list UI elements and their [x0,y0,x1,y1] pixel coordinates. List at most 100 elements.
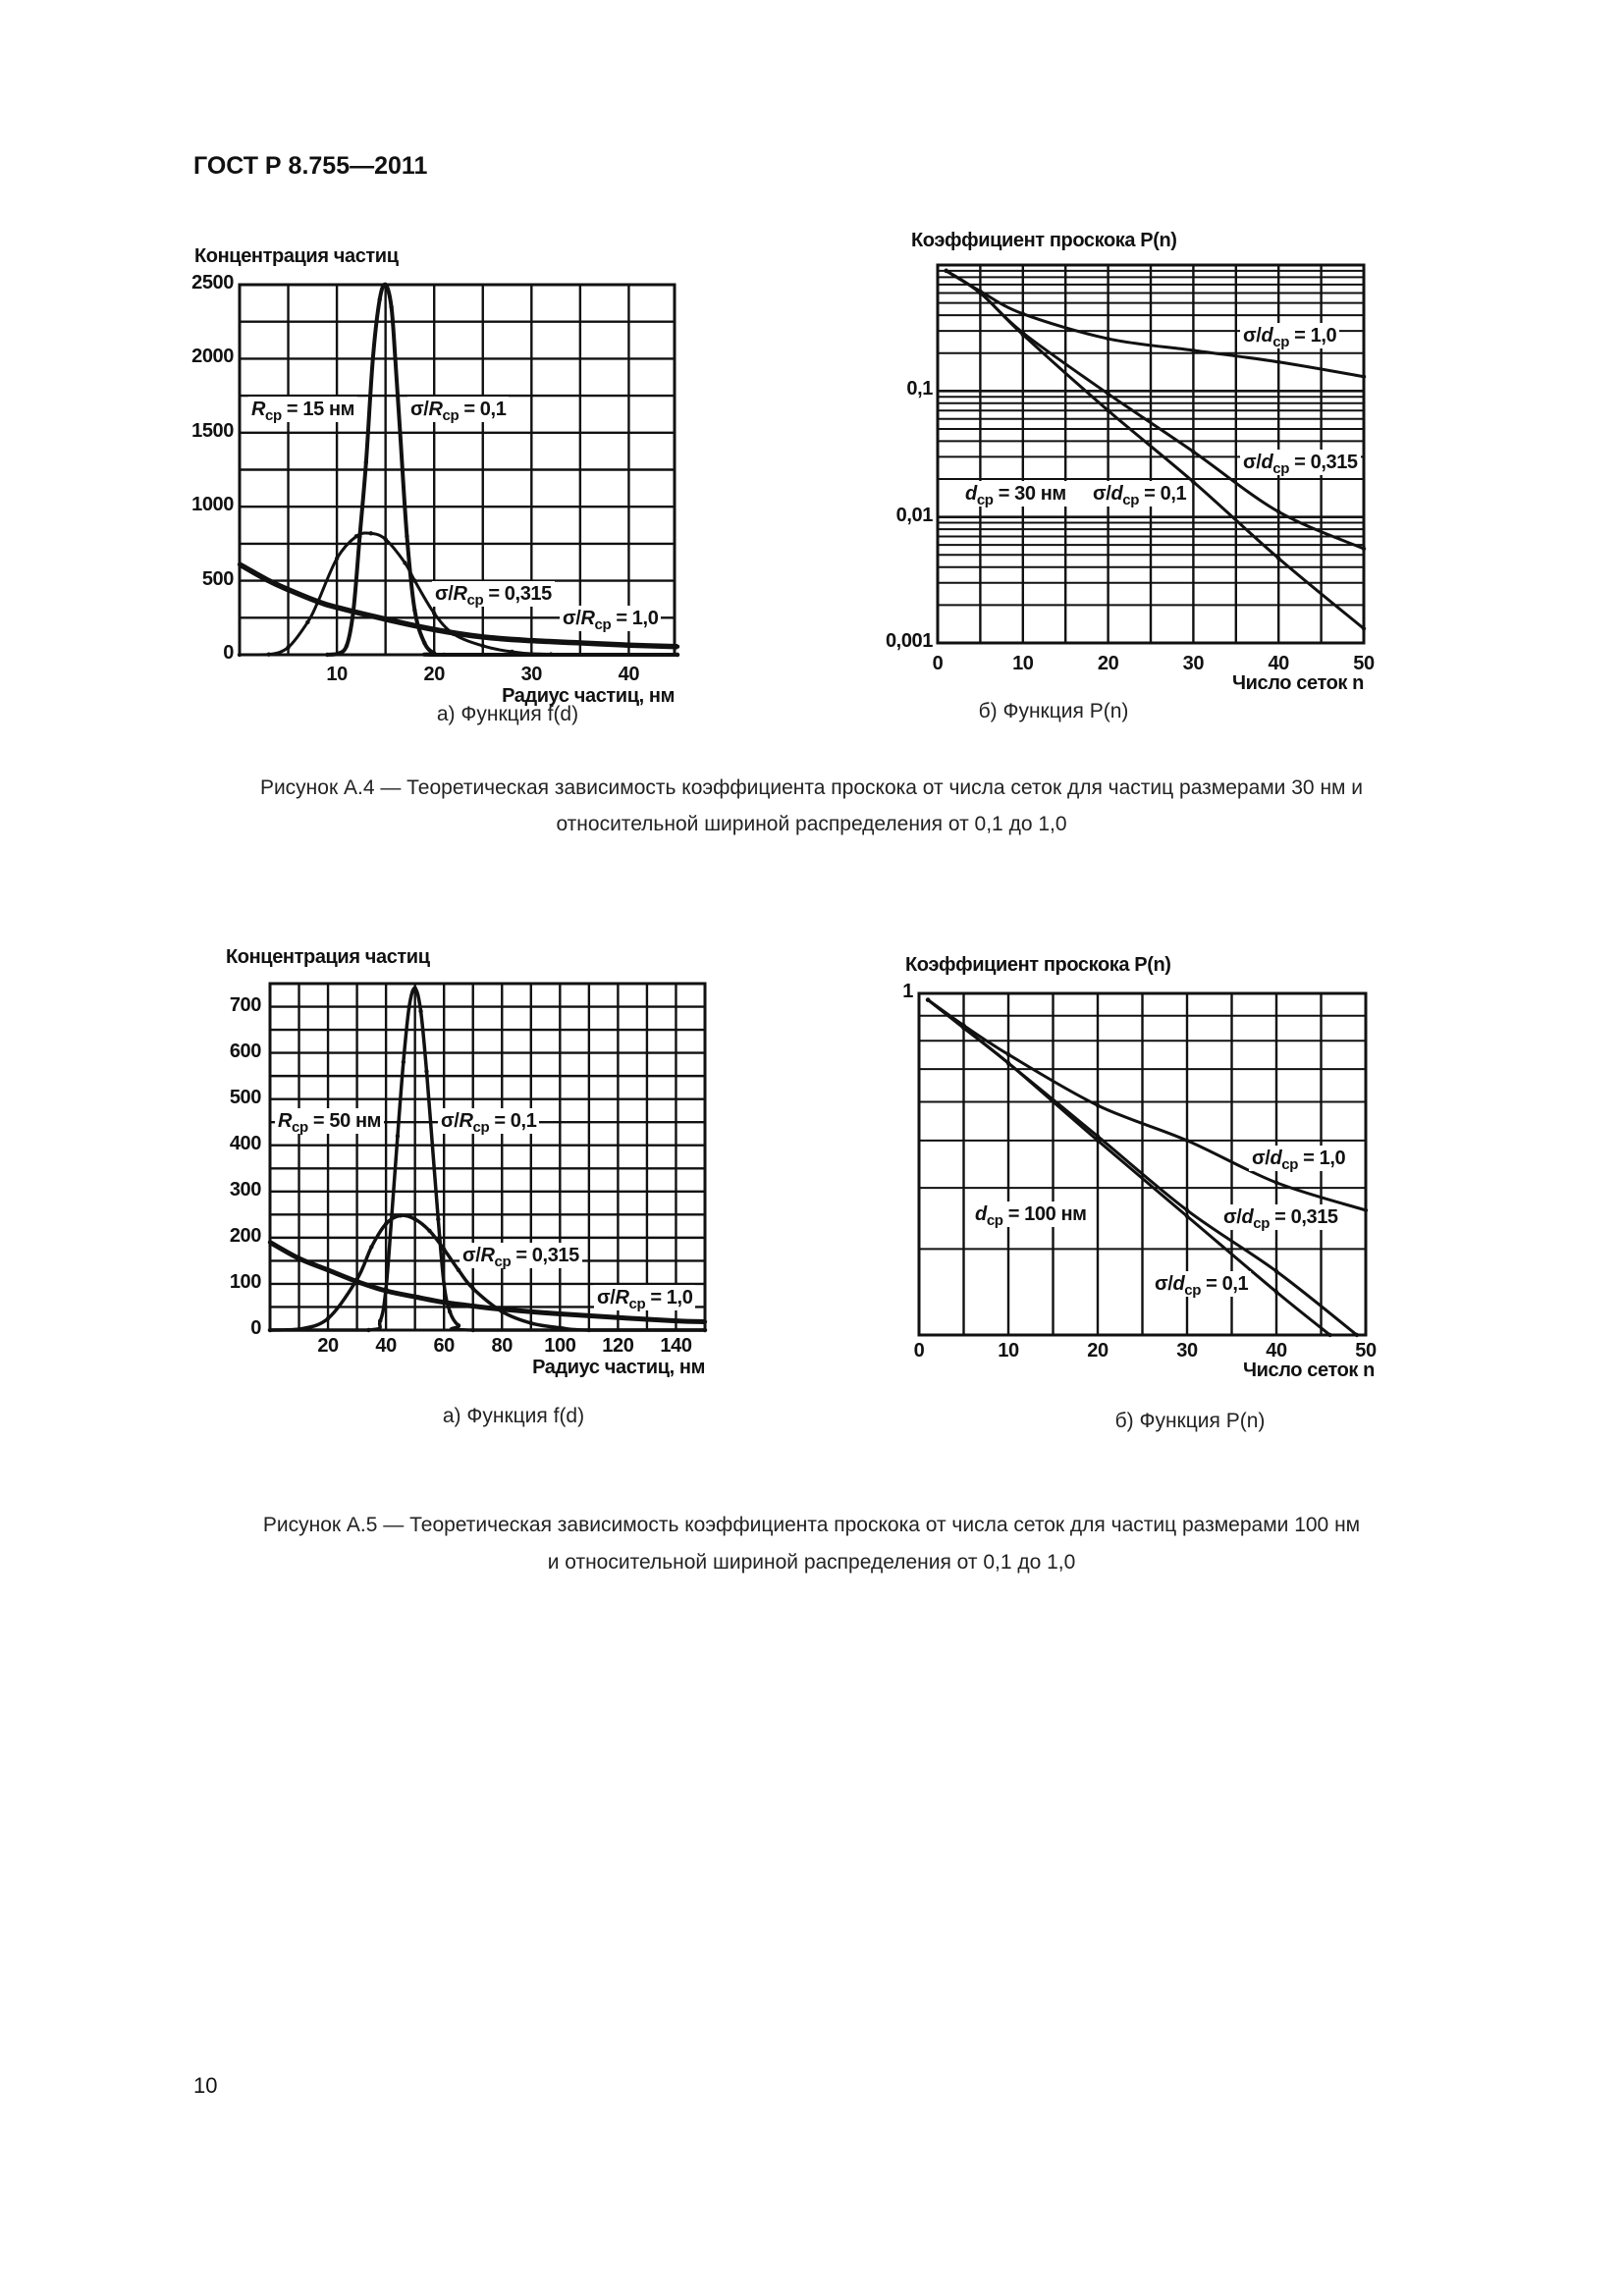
page-number: 10 [193,2073,218,2098]
x-tick-label: 10 [326,664,348,685]
annotation-sub: ср [1272,460,1289,477]
annotation-post: = 1,0 [645,1287,693,1308]
y-tick-label: 0,01 [895,504,934,526]
series-point [470,1286,475,1291]
annotation-post: = 100 нм [1002,1203,1087,1225]
annotation-pre: σ/ [1223,1206,1242,1228]
series-point [447,1308,453,1314]
series-point [432,627,437,632]
series-annotation: dср = 100 нм [972,1201,1090,1229]
series-point [424,1069,429,1074]
series-point [1184,1213,1190,1219]
annotation-var: R [580,608,595,629]
series-point [369,1245,374,1250]
chart-subtitle: б) Функция P(n) [1114,1410,1266,1432]
annotation-var: d [1261,325,1273,347]
annotation-post: = 15 нм [281,399,355,420]
annotation-var: d [1172,1273,1185,1295]
annotation-var: R [278,1110,293,1132]
series-point [412,578,417,583]
y-tick-label: 500 [229,1086,262,1108]
series-annotation: σ/Rср = 1,0 [560,606,662,632]
series-point [1095,1134,1101,1139]
annotation-post: = 0,315 [1270,1206,1338,1228]
x-tick-label: 20 [423,664,445,685]
annotation-post: = 0,315 [511,1245,579,1266]
series-point [398,430,403,435]
annotation-post: = 0,1 [459,399,507,420]
x-tick-label: 80 [491,1335,514,1357]
plot-area [237,282,680,658]
figure-a4-caption-line2: относительной шириной распределения от 0… [556,813,1067,835]
series-annotation: σ/dср = 1,0 [1240,323,1340,349]
annotation-pre: σ/ [563,608,581,629]
annotation-sub: ср [1184,1282,1201,1299]
x-axis-title: Число сеток n [1243,1360,1375,1381]
series-point [1005,1060,1011,1066]
series-point [412,1294,417,1300]
annotation-post: = 0,1 [1201,1273,1249,1295]
series-point [354,1279,359,1284]
series-point [510,649,514,655]
series-line-2 [239,531,677,657]
x-tick-label: 60 [433,1335,455,1357]
chart-subtitle: а) Функция f(d) [442,1405,585,1427]
x-tick-label: 30 [1176,1340,1198,1362]
series-point [377,296,382,302]
series-point [1106,408,1110,413]
series-point [325,1267,331,1273]
annotation-sub: ср [986,1212,1003,1229]
series-point [1095,1102,1101,1108]
series-point [456,1323,461,1328]
annotation-sub: ср [442,407,460,424]
series-point [315,599,320,604]
x-tick-label: 20 [1097,653,1119,674]
series-point [266,578,271,583]
series-point [1273,1289,1279,1295]
series-point [1273,1180,1279,1185]
series-annotation: σ/dср = 0,1 [1152,1271,1252,1299]
series-point [267,1327,273,1333]
x-tick-label: 100 [544,1335,576,1357]
series-annotation: σ/dср = 0,315 [1240,450,1361,477]
series-annotation: Rср = 15 нм [248,397,358,423]
annotation-post: = 0,315 [483,583,552,605]
y-tick-label: 200 [229,1224,262,1247]
annotation-pre: σ/ [1243,325,1262,347]
series-point [383,537,388,542]
series-point [389,304,394,309]
series-point [401,1059,406,1065]
annotation-pre: σ/ [462,1245,481,1266]
series-point [456,1267,461,1273]
series-point [1273,1268,1279,1274]
series-point [1191,347,1196,353]
series-annotation: σ/Rср = 0,1 [438,1108,540,1135]
series-point [363,459,369,465]
y-axis-title: Концентрация частиц [226,946,430,968]
x-tick-label: 40 [1266,1340,1287,1362]
series-point [334,605,340,610]
series-point [616,1315,621,1320]
y-axis-title: Коэффициент проскока P(n) [911,230,1177,251]
x-tick-label: 140 [660,1335,692,1357]
annotation-var: R [459,1110,473,1132]
annotation-post: = 0,1 [1139,483,1187,505]
series-point [925,997,931,1002]
y-tick-label: 1000 [191,494,234,516]
series-point [383,1288,389,1294]
annotation-pre: σ/ [410,399,429,420]
series-point [1361,546,1367,552]
series-point [442,1281,447,1287]
figure-a5-caption-line1: Рисунок А.5 — Теоретическая зависимость … [262,1514,1361,1536]
series-point [436,1216,441,1222]
annotation-var: R [428,399,443,420]
series-point [558,1311,563,1316]
series-point [383,616,388,622]
series-point [297,1326,301,1332]
annotation-pre: σ/ [597,1287,616,1308]
y-tick-label: 1 [902,981,913,1002]
y-tick-label: 2000 [191,346,234,368]
series-point [267,1240,273,1245]
y-tick-label: 400 [229,1132,262,1154]
x-tick-label: 20 [317,1335,339,1357]
